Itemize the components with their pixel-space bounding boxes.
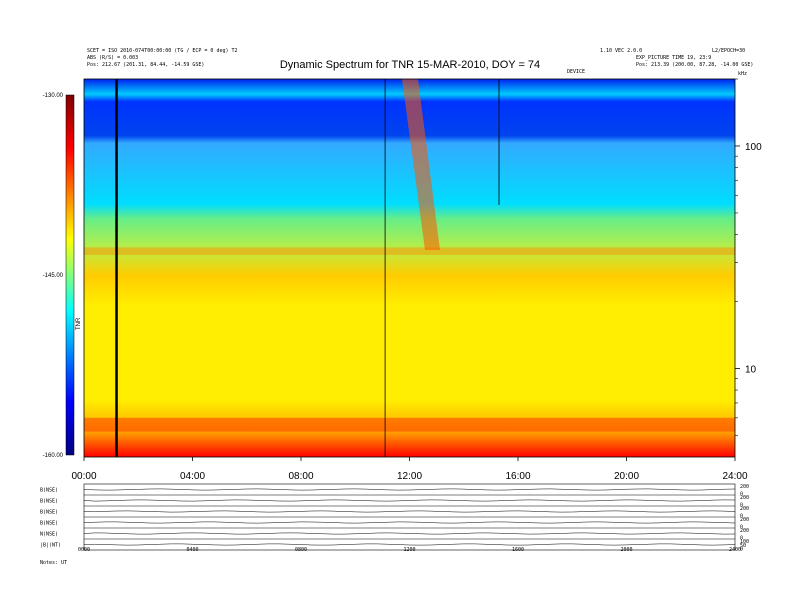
header-right-line: EXP_PICTURE TIME 19, 23:9 (636, 55, 711, 61)
bottom-x-tick-label: 0800 (295, 547, 307, 553)
line-panel-trace (83, 499, 736, 502)
line-panel-right-label: 0 (740, 525, 743, 531)
line-panel-trace (83, 521, 736, 524)
y-tick-label: 10 (745, 364, 757, 375)
colorbar: -130.00 -145.00 -160.00 TNR (43, 93, 82, 459)
line-panel-trace (83, 488, 736, 491)
colorbar-tick-label: -160.00 (43, 453, 64, 459)
line-panel-label: B(NSE) (40, 510, 58, 516)
x-tick-label: 20:00 (614, 471, 639, 482)
line-panel-right-label: 0 (740, 547, 743, 553)
line-panel-right-label: 200 (740, 506, 749, 512)
bottom-x-ticks: 0000 0400 0800 1200 1600 2000 2400 (78, 547, 741, 553)
x-tick-label: 16:00 (505, 471, 530, 482)
line-panel-label: B(NSE) (40, 521, 58, 527)
bottom-x-tick-label: 0400 (186, 547, 198, 553)
x-tick-label: 08:00 (288, 471, 313, 482)
chart-title: Dynamic Spectrum for TNR 15-MAR-2010, DO… (280, 59, 540, 71)
y-tick-label: 100 (745, 142, 762, 153)
line-panel-label: N(NSE) (40, 532, 58, 538)
bottom-x-tick-label: 2400 (729, 547, 741, 553)
device-label: DEVICE (567, 69, 585, 75)
line-panel-right-label: 50 (740, 543, 746, 549)
x-tick-label: 04:00 (180, 471, 205, 482)
spectrogram-features (84, 79, 735, 457)
line-panel-trace (83, 510, 736, 513)
header-left-line: SCET = ISO 2010-074T00:00:00 (TG / ECP =… (87, 48, 238, 54)
x-axis-ticks: 00:00 04:00 08:00 12:00 16:00 20:00 24:00 (71, 457, 748, 482)
line-panel-right-label: 0 (740, 492, 743, 498)
line-panel-trace (83, 532, 736, 535)
bottom-x-tick-label: 1600 (512, 547, 524, 553)
line-panel-right-label: 0 (740, 536, 743, 542)
header-left-line: ABS (R/S) = 0.003 (87, 55, 138, 61)
line-panel-rows: B(NSE)2000B(NSE)2000B(NSE)2000B(NSE)2000… (40, 484, 749, 553)
x-tick-label: 12:00 (397, 471, 422, 482)
bottom-x-tick-label: 2000 (620, 547, 632, 553)
line-panel-label: B(NSE) (40, 499, 58, 505)
x-tick-label: 24:00 (722, 471, 747, 482)
y-axis-ticks: 100 10 (735, 78, 762, 436)
line-panel-right-label: 200 (740, 517, 749, 523)
x-tick-label: 00:00 (71, 471, 96, 482)
header-right-line: Pos: 213.39 (200.00, 87.28, -14.00 GSE) (636, 62, 753, 68)
line-panel-right-label: 0 (740, 514, 743, 520)
spectrogram-feature-band (84, 247, 735, 255)
spectrogram-background (84, 79, 735, 457)
line-panel-right-label: 100 (740, 539, 749, 545)
line-panel-label: B(NSE) (40, 488, 58, 494)
line-panel-right-label: 200 (740, 528, 749, 534)
spectrogram-feature-band (84, 417, 735, 432)
colorbar-label: TNR (76, 317, 82, 330)
colorbar-rect (65, 94, 75, 456)
bottom-x-tick-label: 0000 (78, 547, 90, 553)
header-left-line: Pos: 212.67 (201.31, 84.44, -14.59 GSE) (87, 62, 204, 68)
footer-notes: Notes: UT (40, 560, 67, 566)
spectrogram-panel: 00:00 04:00 08:00 12:00 16:00 20:00 24:00 1001… (71, 78, 762, 482)
radio-burst-streak (402, 79, 440, 250)
bottom-x-tick-label: 1200 (403, 547, 415, 553)
line-panel-right-label: 0 (740, 503, 743, 509)
colorbar-tick-label: -145.00 (43, 273, 64, 279)
line-panel-label: |B|(NT) (40, 543, 61, 549)
line-panels: B(NSE)2000B(NSE)2000B(NSE)2000B(NSE)2000… (40, 483, 749, 566)
line-panel-trace (83, 543, 736, 546)
header-left: SCET = ISO 2010-074T00:00:00 (TG / ECP =… (87, 48, 238, 68)
header-right-line: 1.10 VEC 2.0.0 (600, 48, 642, 54)
line-panel-right-label: 200 (740, 484, 749, 490)
line-panel-right-label: 200 (740, 495, 749, 501)
khz-label: kHz (738, 71, 747, 77)
colorbar-tick-label: -130.00 (43, 93, 64, 99)
header-far-right: L2/EPOCH=30 (712, 48, 745, 54)
colorbar-ticks: -130.00 -145.00 -160.00 (43, 93, 64, 459)
